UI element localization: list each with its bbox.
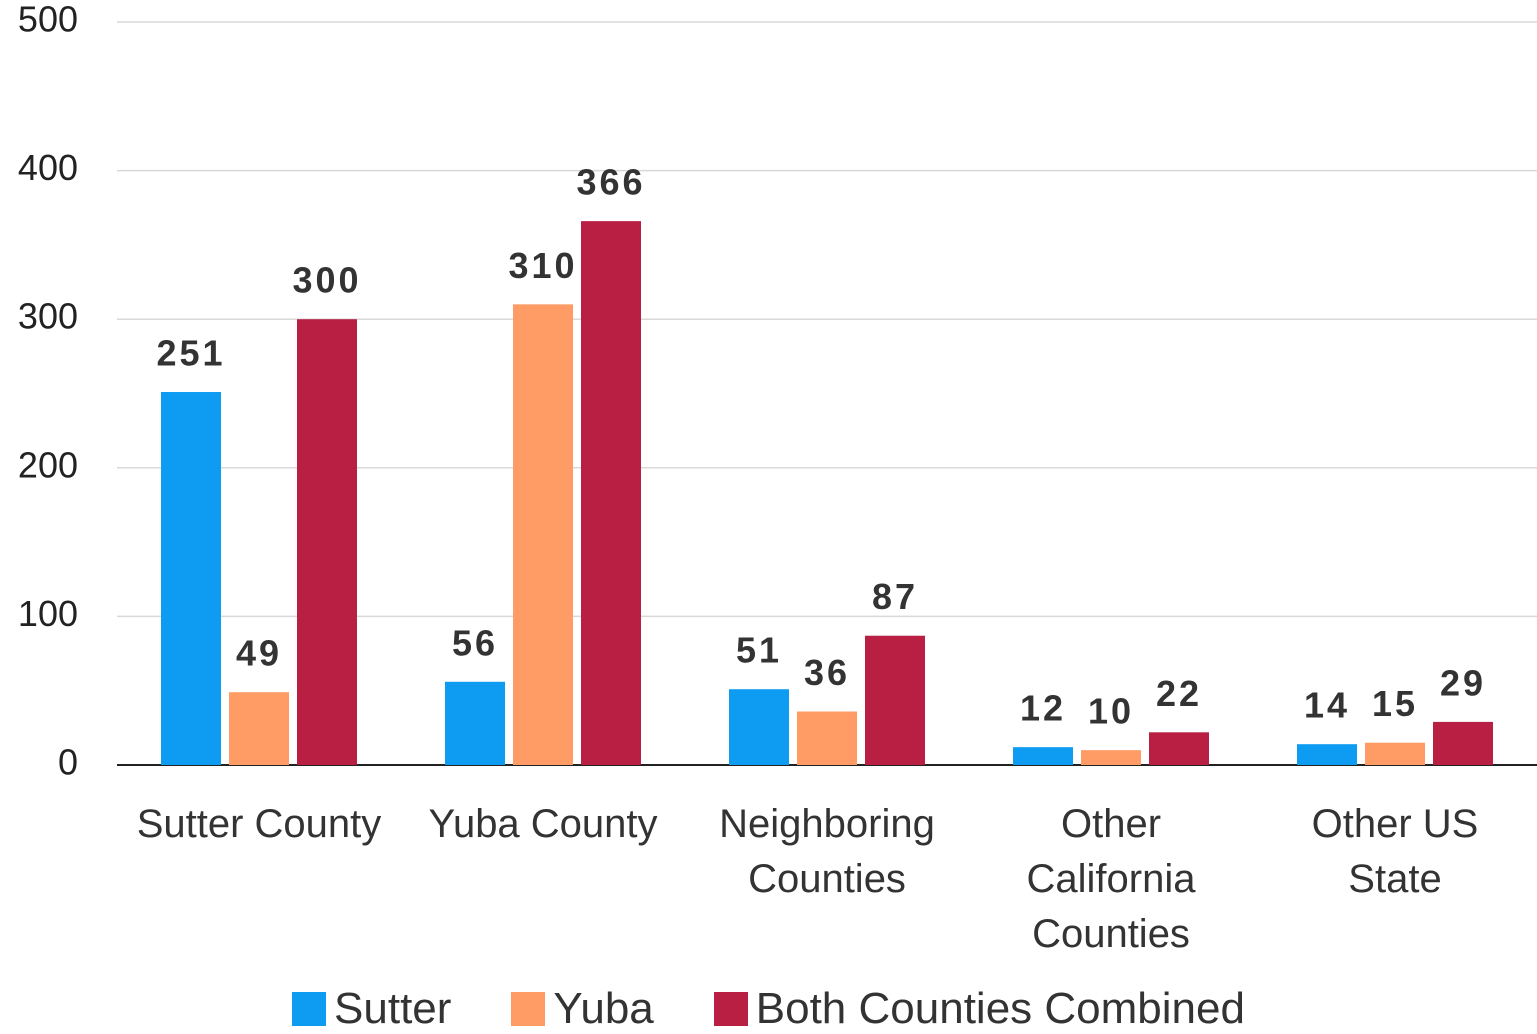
y-tick-label: 500 [18, 0, 78, 40]
bar [797, 711, 857, 765]
legend: Sutter Yuba Both Counties Combined [0, 984, 1537, 1034]
bar [581, 221, 641, 765]
data-label: 251 [156, 333, 225, 374]
bar [1149, 732, 1209, 765]
data-label: 12 [1020, 688, 1066, 729]
bar [1433, 721, 1493, 765]
bar [1081, 750, 1141, 765]
bar [729, 689, 789, 765]
bar [513, 304, 573, 765]
x-tick-label: Other US State [1311, 802, 1479, 901]
data-label: 310 [508, 245, 577, 286]
legend-label: Sutter [334, 984, 452, 1033]
data-label: 56 [452, 622, 498, 663]
y-tick-label: 300 [18, 296, 78, 337]
y-tick-label: 400 [18, 147, 78, 188]
data-label: 14 [1304, 685, 1350, 726]
x-tick-label: Yuba County [428, 802, 658, 846]
data-label: 300 [292, 260, 361, 301]
data-label: 15 [1372, 683, 1418, 724]
y-tick-label: 100 [18, 593, 78, 634]
data-label: 29 [1440, 662, 1486, 703]
data-label: 10 [1088, 691, 1134, 732]
data-label: 366 [576, 162, 645, 203]
data-label: 51 [736, 630, 782, 671]
bar [1297, 744, 1357, 765]
legend-item: Sutter [292, 984, 451, 1034]
legend-swatch [511, 992, 546, 1026]
bar [1365, 742, 1425, 765]
legend-swatch [292, 992, 327, 1026]
bar [445, 681, 505, 765]
x-tick-label: Other California Counties [1026, 802, 1196, 956]
y-tick-label: 200 [18, 444, 78, 485]
legend-item: Yuba [511, 984, 654, 1034]
bar [161, 392, 221, 765]
bar [229, 692, 289, 765]
legend-label: Yuba [553, 984, 654, 1033]
x-tick-label: Neighboring Counties [719, 802, 935, 901]
data-label: 87 [872, 576, 918, 617]
legend-label: Both Counties Combined [755, 984, 1245, 1033]
x-tick-label: Sutter County [136, 802, 382, 846]
y-tick-label: 0 [58, 742, 78, 783]
bar [297, 319, 357, 765]
data-label: 49 [236, 633, 282, 674]
legend-item: Both Counties Combined [713, 984, 1245, 1034]
bar [1013, 747, 1073, 765]
data-label: 22 [1156, 673, 1202, 714]
chart: 0 100 200 300 400 500 251 49 300 56 310 366 51 36 87 12… [18, 0, 1537, 783]
data-label: 36 [804, 652, 850, 693]
bar [865, 635, 925, 765]
legend-swatch [713, 992, 748, 1026]
